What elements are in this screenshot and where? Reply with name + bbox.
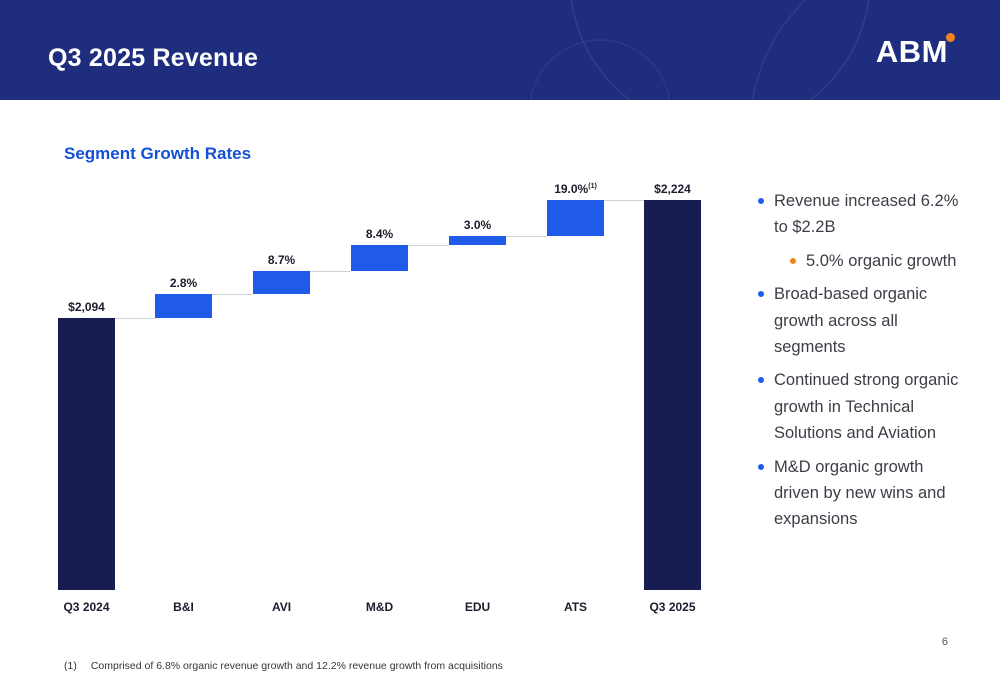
footnote-reference: (1) <box>588 183 597 190</box>
bullet-list: Revenue increased 6.2% to $2.2B 5.0% orga… <box>757 188 971 540</box>
footnote-text: Comprised of 6.8% organic revenue growth… <box>90 660 503 672</box>
connector-line <box>115 318 155 319</box>
page-number: 6 <box>941 636 948 648</box>
chart-bar-b-i <box>155 294 212 318</box>
bar-category-label-q3-2024: Q3 2024 <box>63 600 110 614</box>
waterfall-chart: $2,094 Q3 2024 2.8% B&I 8.7% AVI 8.4% M&D 3.0% ED… <box>40 172 740 624</box>
footnote: (1) Comprised of 6.8% organic revenue gro… <box>64 660 503 672</box>
bullet-dot-icon <box>758 377 764 384</box>
bar-category-label-q3-2025: Q3 2025 <box>649 600 696 614</box>
bar-category-label-avi: AVI <box>271 600 292 614</box>
bar-category-label-b-i: B&I <box>173 600 194 614</box>
header-banner: Q3 2025 Revenue ABM <box>0 0 1000 100</box>
bar-value-label-b-i: 2.8% <box>169 276 198 290</box>
bar-category-label-m-d: M&D <box>365 600 394 614</box>
bullet-item: Broad-based organic growth across all se… <box>757 281 971 360</box>
bar-value-label-q3-2024: $2,094 <box>68 300 105 314</box>
connector-line <box>604 200 644 201</box>
bullet-dot-icon <box>790 257 796 264</box>
bullet-text: Continued strong organic growth in Techn… <box>774 371 959 443</box>
bar-category-label-ats: ATS <box>563 600 588 614</box>
bullet-item: Continued strong organic growth in Techn… <box>757 367 971 446</box>
bar-value-label-avi: 8.7% <box>267 253 296 267</box>
bullet-dot-icon <box>758 198 764 204</box>
bullet-text: Revenue increased 6.2% to $2.2B <box>774 192 959 237</box>
chart-bar-m-d <box>351 245 408 271</box>
bar-value-label-edu: 3.0% <box>463 218 492 232</box>
footnote-marker: (1) <box>64 660 77 672</box>
bullet-text: 5.0% organic growth <box>806 251 957 270</box>
bar-value-label-ats: 19.0%(1) <box>554 182 597 196</box>
abm-logo: ABM <box>875 33 955 70</box>
section-heading: Segment Growth Rates <box>64 144 252 163</box>
bullet-item: M&D organic growth driven by new wins an… <box>757 454 971 533</box>
bullet-item: Revenue increased 6.2% to $2.2B <box>757 188 971 241</box>
chart-bar-q3-2025 <box>644 200 701 590</box>
slide-title: Q3 2025 Revenue <box>48 44 259 72</box>
bar-category-label-edu: EDU <box>464 600 491 614</box>
bar-value-label-m-d: 8.4% <box>365 227 394 241</box>
bullet-text: M&D organic growth driven by new wins an… <box>774 457 946 529</box>
bullet-text: Broad-based organic growth across all se… <box>774 285 928 356</box>
bullet-dot-icon <box>758 291 764 298</box>
connector-line <box>408 245 449 246</box>
chart-bar-edu <box>449 236 506 245</box>
chart-bar-avi <box>253 271 310 294</box>
connector-line <box>310 271 351 272</box>
bullet-dot-icon <box>758 463 764 470</box>
bar-value-label-q3-2025: $2,224 <box>654 182 691 196</box>
chart-bar-ats <box>547 200 604 236</box>
decorative-arcs-icon <box>529 0 870 100</box>
bullet-item: 5.0% organic growth <box>789 248 971 274</box>
chart-bar-q3-2024 <box>58 318 115 590</box>
connector-line <box>212 294 253 295</box>
logo-text: ABM <box>875 34 948 69</box>
logo-dot-icon <box>946 33 955 42</box>
connector-line <box>506 236 547 237</box>
